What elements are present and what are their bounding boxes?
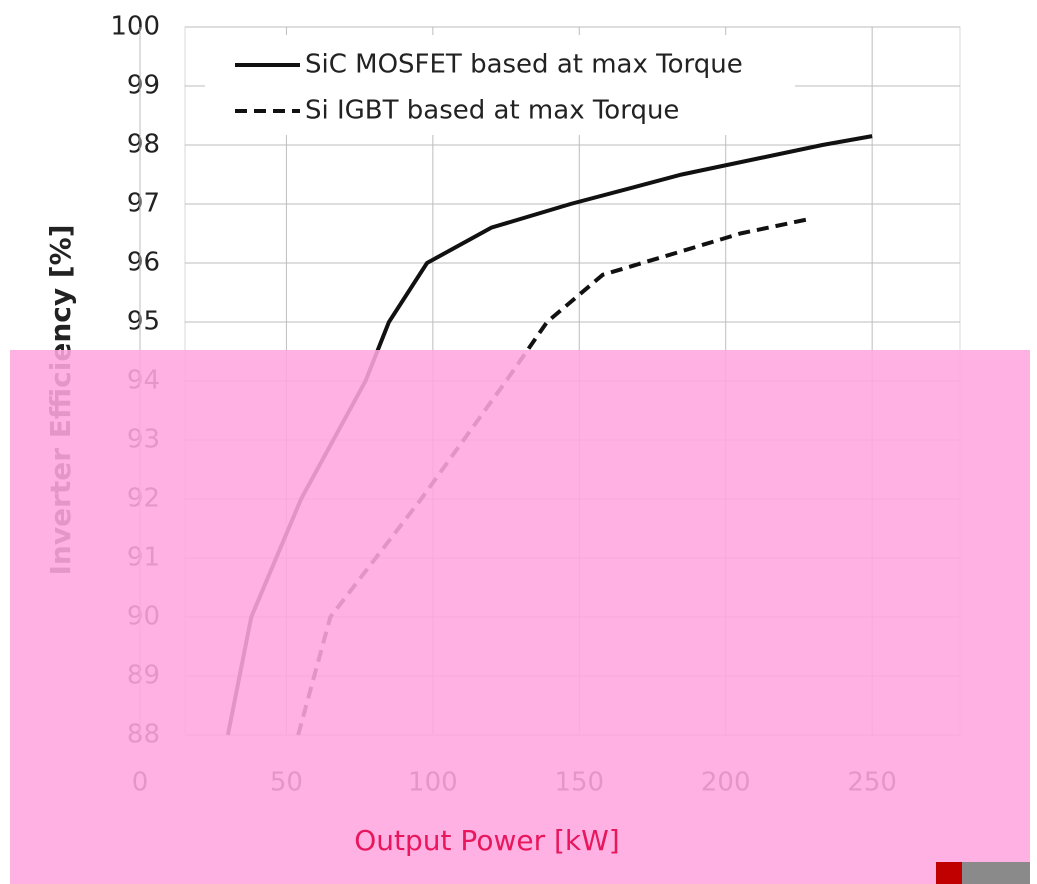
legend-box xyxy=(205,35,795,135)
y-tick-label: 95 xyxy=(127,307,160,337)
y-tick-label: 100 xyxy=(110,12,160,42)
glitch-overlay xyxy=(10,350,1030,884)
y-tick-label: 96 xyxy=(127,248,160,278)
glitch-block xyxy=(936,862,962,884)
legend-label: Si IGBT based at max Torque xyxy=(305,96,679,126)
x-axis-label: Output Power [kW] xyxy=(354,824,619,857)
legend-label: SiC MOSFET based at max Torque xyxy=(305,50,743,80)
y-tick-label: 99 xyxy=(127,71,160,101)
glitch-block xyxy=(962,862,1030,884)
y-tick-label: 98 xyxy=(127,130,160,160)
y-tick-label: 97 xyxy=(127,189,160,219)
